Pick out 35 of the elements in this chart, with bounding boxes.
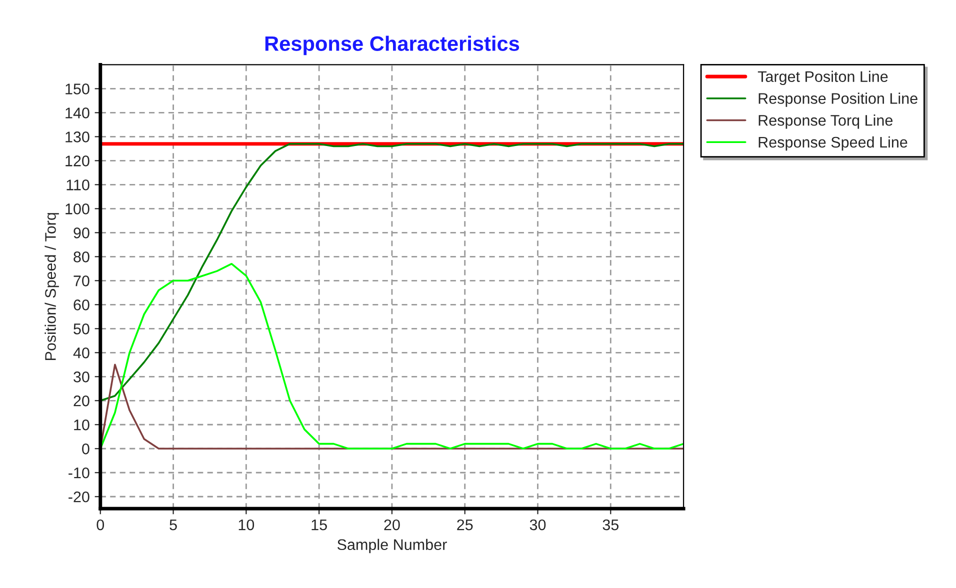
y-axis-title: Position/ Speed / Torq: [44, 213, 59, 360]
x-tick-label: 30: [530, 519, 546, 530]
y-tick-label: 30: [74, 372, 90, 382]
y-tick-label: 150: [66, 84, 90, 94]
y-tick-label: 10: [74, 420, 90, 430]
line-series: [100, 142, 684, 402]
y-tick-label: -10: [68, 467, 90, 478]
y-tick-label: 120: [66, 156, 90, 166]
y-tick-label: 100: [66, 204, 90, 214]
chart-title: Response Characteristics: [265, 36, 520, 56]
legend-label: Response Torq Line: [758, 114, 892, 129]
y-tick-label: -20: [68, 491, 90, 502]
y-tick-label: 50: [74, 324, 90, 334]
y-tick-label: 90: [74, 228, 90, 238]
y-tick-label: 20: [74, 396, 90, 406]
y-tick-label: 130: [66, 132, 90, 142]
legend-label: Response Speed Line: [758, 136, 908, 151]
x-tick-label: 35: [602, 519, 618, 530]
legend-label: Response Position Line: [758, 92, 918, 107]
x-tick-label: 0: [96, 519, 104, 530]
y-tick-label: 70: [74, 276, 90, 286]
y-tick-label: 0: [82, 443, 90, 454]
y-tick-label: 140: [66, 108, 90, 118]
y-tick-label: 80: [74, 252, 90, 262]
x-tick-label: 10: [238, 519, 254, 530]
x-tick-label: 15: [312, 520, 327, 530]
x-tick-label: 25: [457, 519, 473, 530]
x-axis-title: Sample Number: [337, 538, 447, 554]
legend-label: Target Positon Line: [758, 70, 888, 86]
line-series: [100, 262, 684, 450]
y-tick-label: 60: [74, 300, 90, 310]
y-tick-label: 40: [73, 348, 90, 358]
x-tick-label: 20: [384, 519, 400, 530]
y-tick-label: 110: [66, 180, 90, 190]
x-tick-label: 5: [170, 520, 177, 530]
